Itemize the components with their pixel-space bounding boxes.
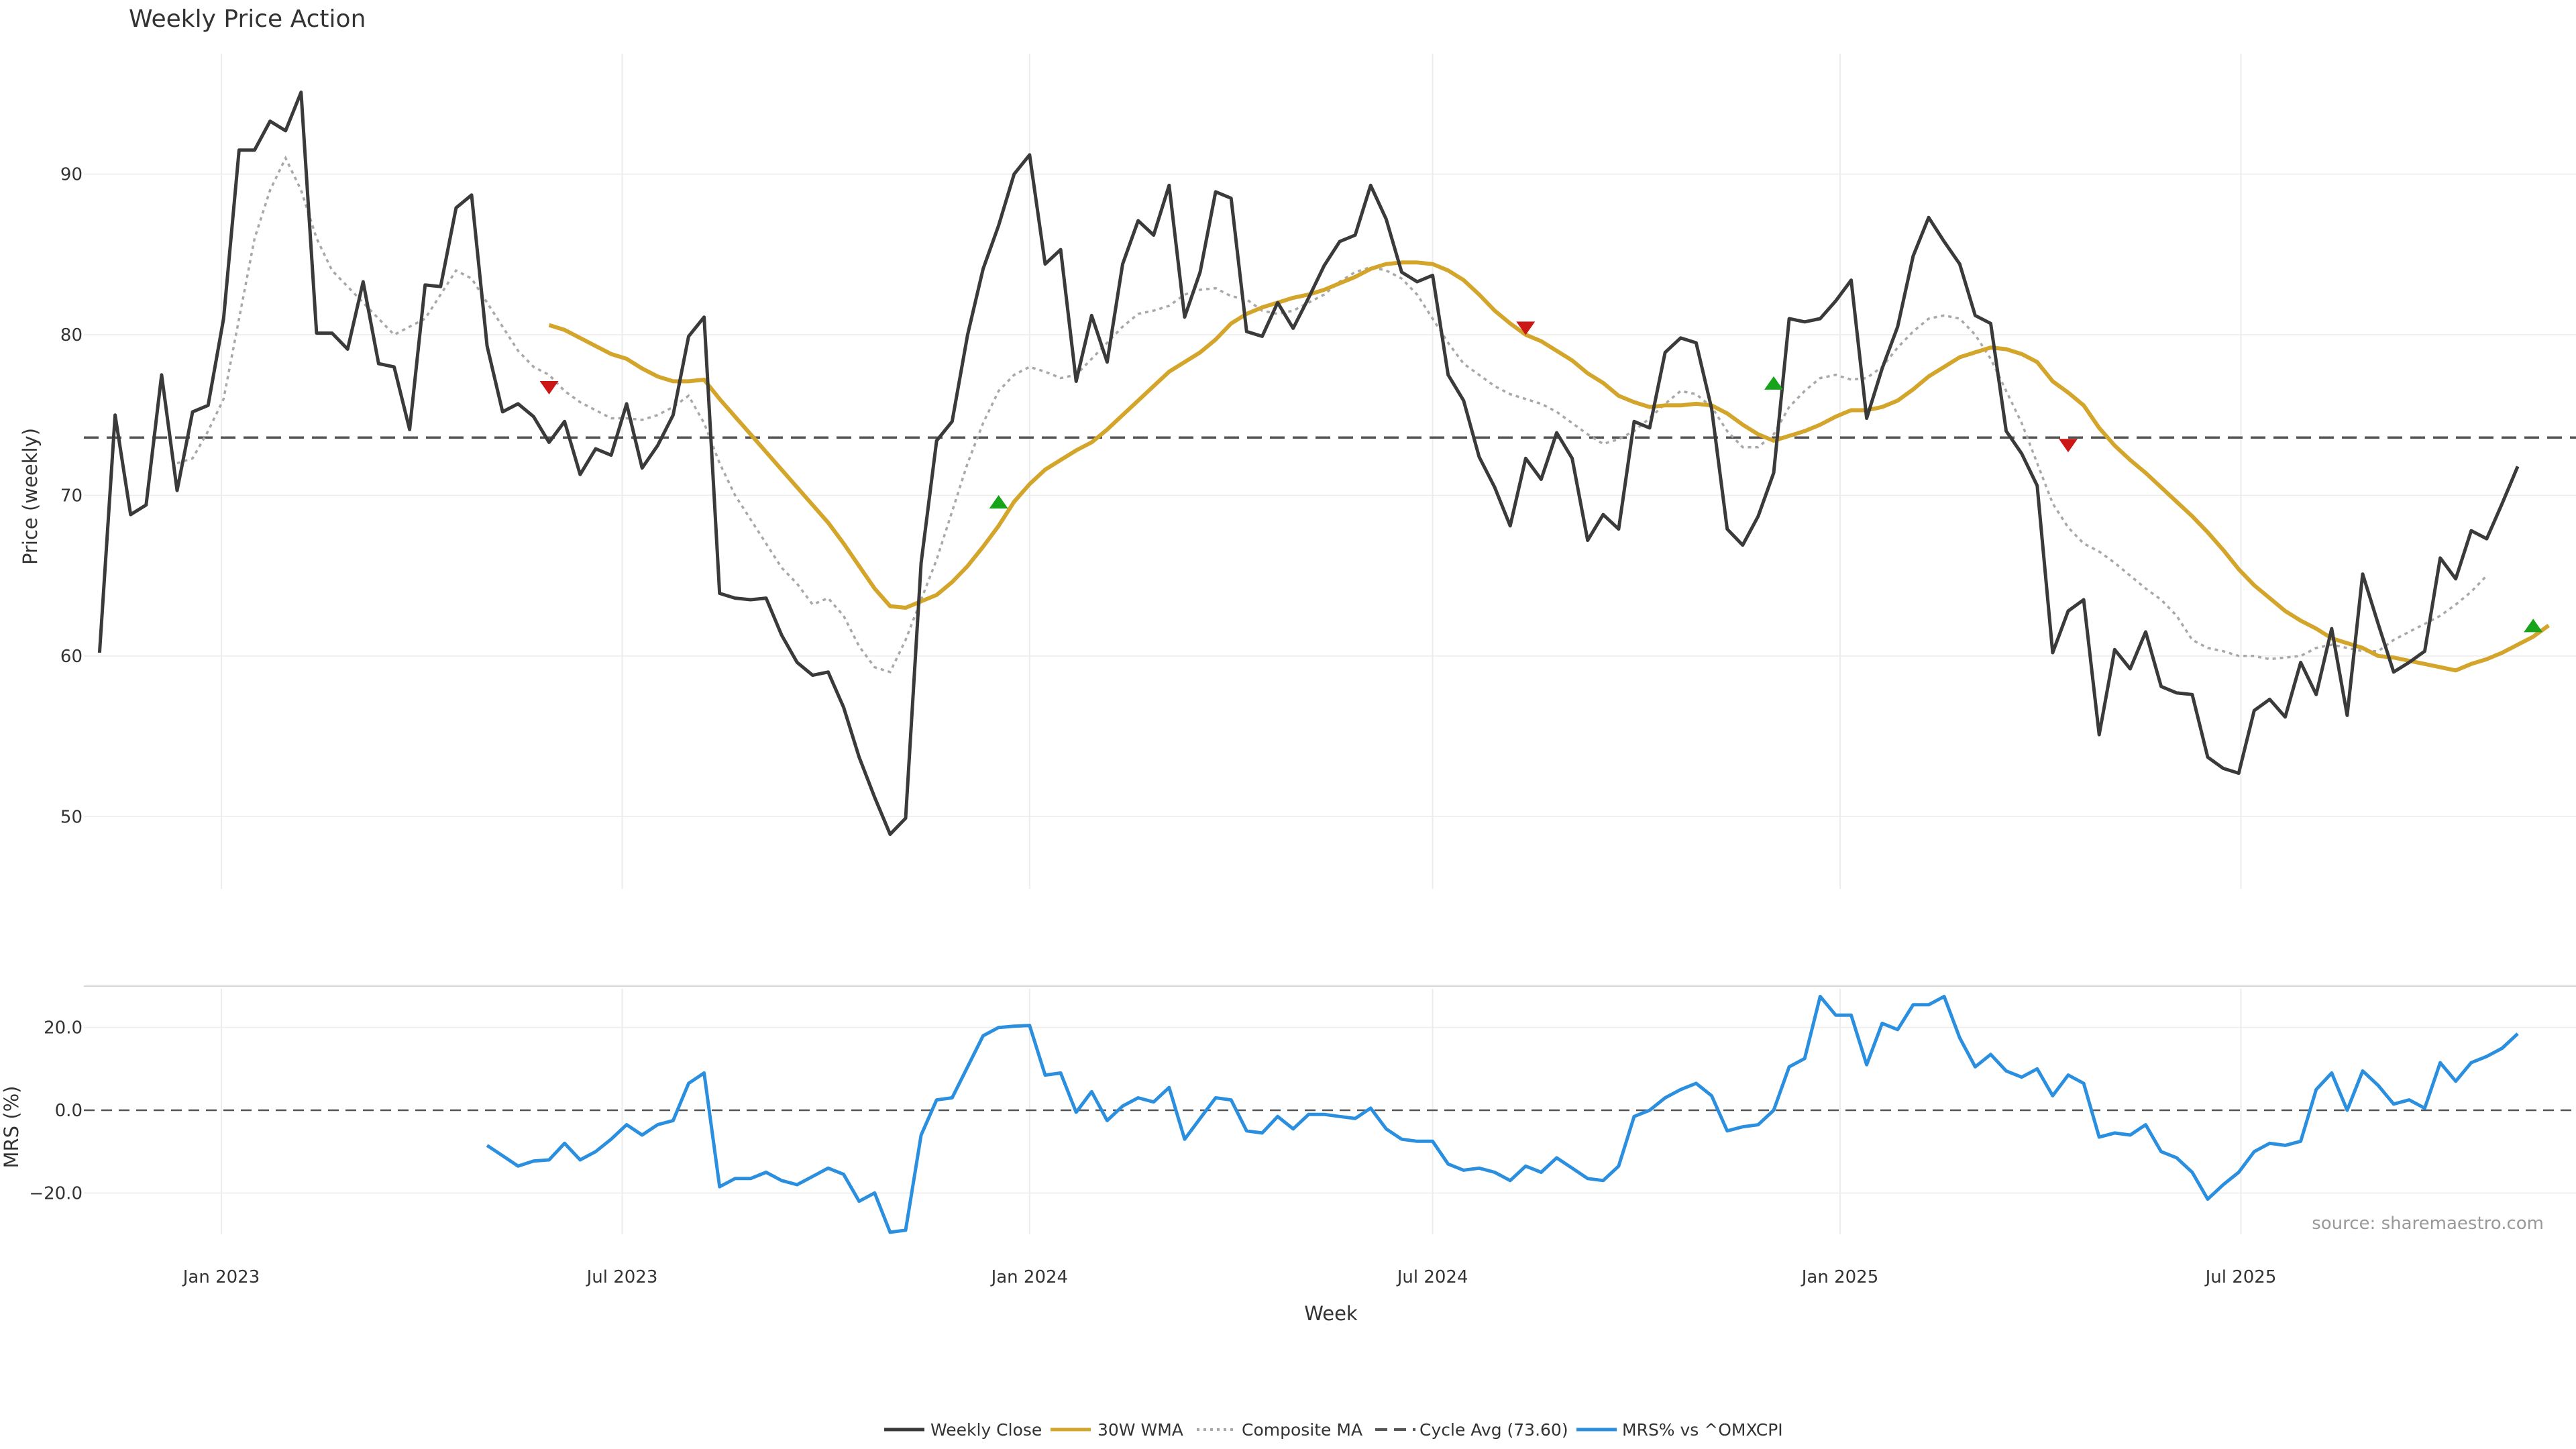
series-weekly-close [97,91,2520,837]
buy-signal-marker [2524,619,2543,633]
legend-label-cycle-avg: Cycle Avg (73.60) [1419,1420,1568,1440]
bottom-grid [84,989,2576,1234]
x-ticks: Jan 2023 Jul 2023 Jan 2024 Jul 2024 Jan 2025… [182,1267,2277,1287]
x-tick-label: Jul 2024 [1396,1267,1468,1287]
sell-signal-marker [1516,321,1536,335]
legend-label-mrs: MRS% vs ^OMXCPI [1622,1420,1783,1440]
legend-item-composite-ma: Composite MA [1197,1420,1362,1440]
sell-signal-marker [539,381,559,394]
legend-item-30w-wma: 30W WMA [1051,1420,1183,1440]
legend-item-cycle-avg: Cycle Avg (73.60) [1375,1420,1568,1440]
mrs-axis-title: MRS (%) [0,1086,23,1169]
signal-markers [539,321,2543,633]
y-tick-label: 50 [60,807,83,827]
y-tick-label: 80 [60,325,83,345]
price-y-ticks: 50 60 70 80 90 [60,165,83,828]
mrs-tick-label: 20.0 [44,1018,83,1038]
mrs-tick-label: 0.0 [55,1101,83,1121]
price-axis-title: Price (weekly) [19,428,42,565]
series-30w-wma [548,260,2551,673]
x-tick-label: Jul 2023 [586,1267,658,1287]
x-tick-label: Jan 2024 [990,1267,1069,1287]
chart-title: Weekly Price Action [129,5,366,33]
legend-label-30w-wma: 30W WMA [1097,1420,1183,1440]
legend-label-weekly-close: Weekly Close [930,1420,1042,1440]
x-tick-label: Jan 2025 [1801,1267,1879,1287]
series-mrs [486,994,2519,1234]
top-grid [84,54,2576,889]
legend-item-weekly-close: Weekly Close [884,1420,1042,1440]
x-axis-title: Week [1304,1302,1358,1325]
buy-signal-marker [989,494,1008,508]
y-tick-label: 70 [60,486,83,506]
legend-item-mrs: MRS% vs ^OMXCPI [1576,1420,1783,1440]
x-tick-label: Jan 2023 [182,1267,260,1287]
y-tick-label: 60 [60,647,83,667]
buy-signal-marker [1764,376,1783,390]
x-tick-label: Jul 2025 [2204,1267,2277,1287]
series-composite-ma [176,155,2488,674]
sell-signal-marker [2058,439,2078,453]
source-label: source: sharemaestro.com [2312,1214,2544,1234]
legend: Weekly Close 30W WMA Composite MA Cycle … [884,1420,1783,1440]
mrs-y-ticks: 20.0 0.0 −20.0 [29,1018,83,1204]
mrs-tick-label: −20.0 [29,1183,83,1203]
legend-label-composite-ma: Composite MA [1242,1420,1362,1440]
y-tick-label: 90 [60,165,83,185]
